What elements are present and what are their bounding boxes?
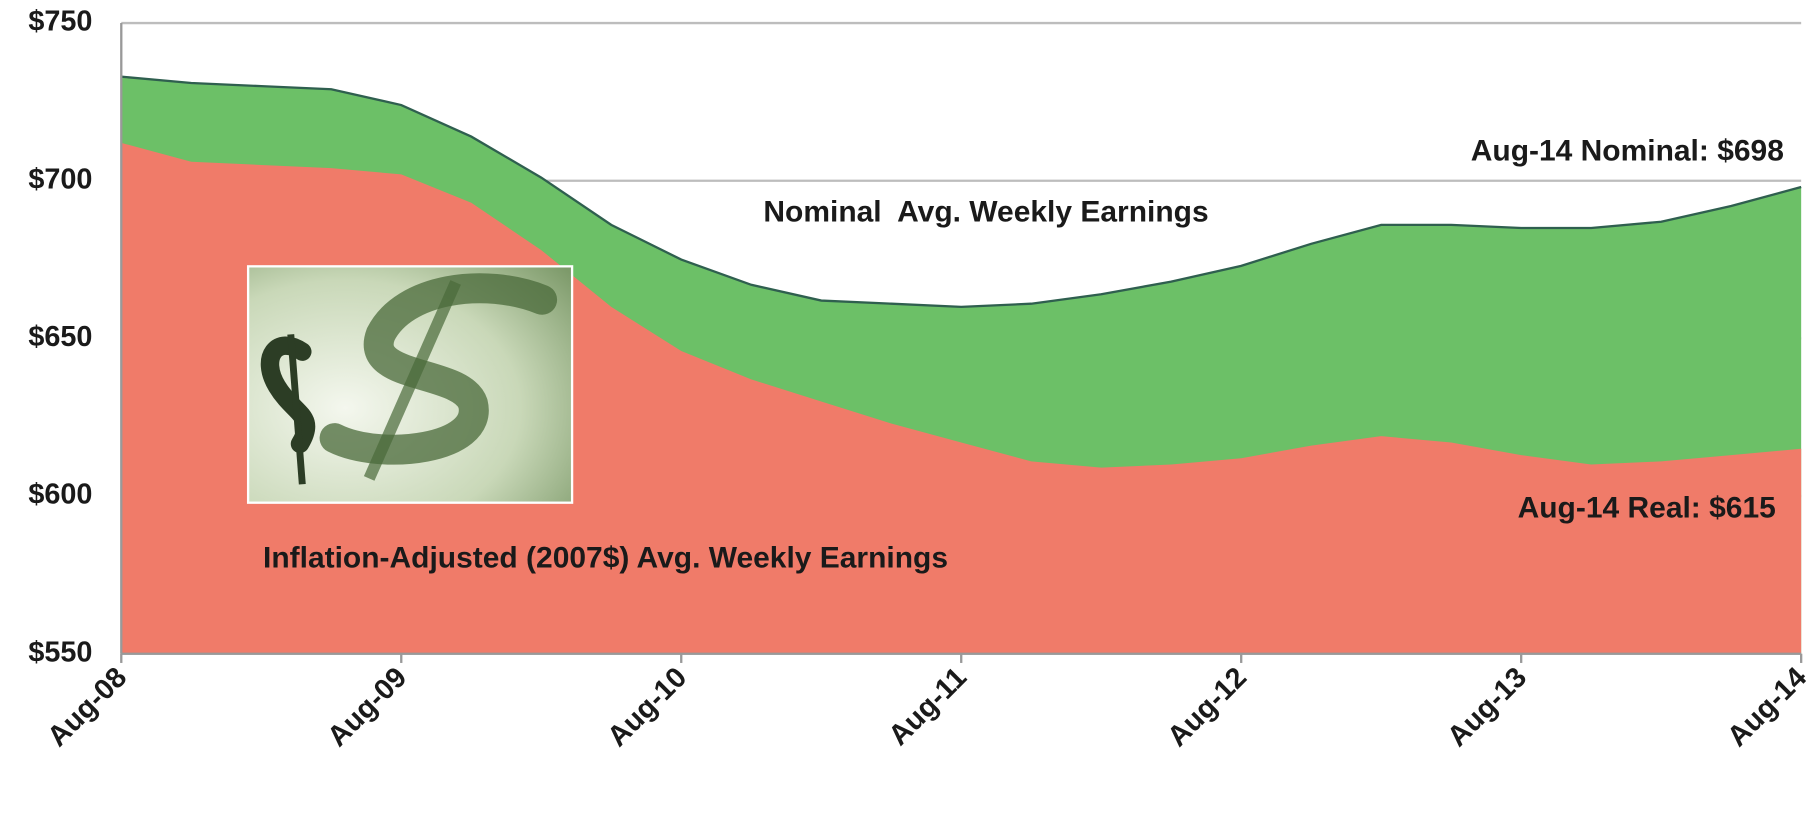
annotation: Aug-14 Real: $615 <box>1518 492 1776 525</box>
x-tick-label: Aug-11 <box>883 661 974 752</box>
series-label: Nominal Avg. Weekly Earnings <box>763 195 1208 228</box>
annotation: Aug-14 Nominal: $698 <box>1471 134 1784 167</box>
y-tick-label: $550 <box>28 636 92 668</box>
y-tick-label: $750 <box>28 6 92 38</box>
dollar-sign <box>260 336 316 454</box>
x-tick-label: Aug-08 <box>41 661 133 753</box>
area-edge <box>121 75 1802 309</box>
x-tick-label: Aug-09 <box>321 661 413 753</box>
x-tick-label: Aug-10 <box>601 661 693 753</box>
y-tick-label: $600 <box>28 479 92 511</box>
series-label: Inflation-Adjusted (2007$) Avg. Weekly E… <box>263 541 948 574</box>
x-tick-label: Aug-12 <box>1161 661 1253 753</box>
y-tick-label: $700 <box>28 163 92 195</box>
dollar-sign-bar <box>287 334 306 485</box>
x-tick-label: Aug-13 <box>1441 661 1533 753</box>
dollar-image <box>246 265 574 504</box>
x-tick-label: Aug-14 <box>1721 661 1806 753</box>
y-tick-label: $650 <box>28 321 92 353</box>
dollar-shadow-bar <box>363 280 461 481</box>
